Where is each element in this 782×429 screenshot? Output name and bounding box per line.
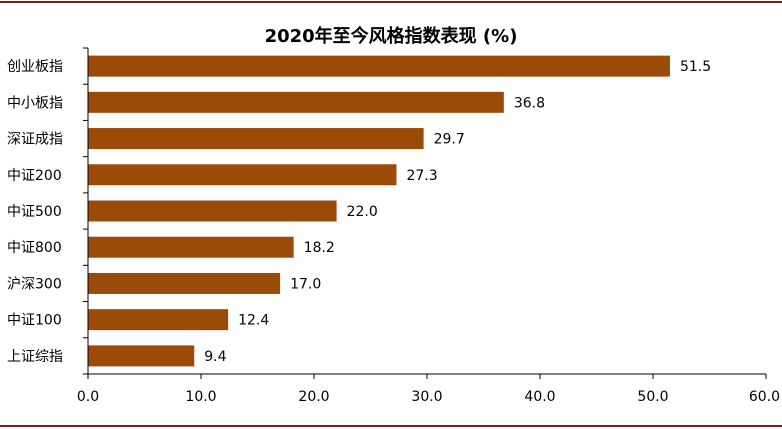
category-label: 上证综指 xyxy=(7,349,63,365)
x-tick-label: 10.0 xyxy=(185,389,216,405)
category-label: 中证200 xyxy=(7,168,62,184)
bar-7 xyxy=(88,272,281,294)
x-tick-label: 40.0 xyxy=(524,389,555,405)
value-label: 18.2 xyxy=(304,240,335,256)
category-label: 中证500 xyxy=(7,204,62,220)
bottom-rule xyxy=(0,425,782,427)
bar-9 xyxy=(88,345,195,367)
bar-6 xyxy=(88,236,294,258)
value-label: 51.5 xyxy=(680,59,711,75)
axes-group: 0.0 10.0 20.0 30.0 40.0 50.0 60.0 xyxy=(77,47,780,405)
value-label: 36.8 xyxy=(514,95,545,111)
bar-3 xyxy=(88,128,424,150)
category-label: 中证800 xyxy=(7,240,62,256)
category-label: 中小板指 xyxy=(7,95,63,111)
x-tick-label: 60.0 xyxy=(749,389,780,405)
category-label: 沪深300 xyxy=(7,276,62,292)
value-label: 12.4 xyxy=(238,313,269,329)
value-label: 27.3 xyxy=(406,168,437,184)
labels-group: 创业板指 51.5 中小板指 36.8 深证成指 29.7 中证200 27.3 中证500 22… xyxy=(7,59,711,365)
x-tick-label: 30.0 xyxy=(411,389,442,405)
category-label: 深证成指 xyxy=(7,132,63,148)
value-label: 29.7 xyxy=(434,132,465,148)
value-label: 22.0 xyxy=(347,204,378,220)
bars-group xyxy=(88,55,670,367)
x-tick-label: 0.0 xyxy=(77,389,99,405)
bar-5 xyxy=(88,200,337,222)
bar-1 xyxy=(88,55,670,77)
chart-title: 2020年至今风格指数表现 (%) xyxy=(264,26,518,47)
bar-8 xyxy=(88,309,229,331)
x-tick-label: 20.0 xyxy=(298,389,329,405)
value-label: 9.4 xyxy=(204,349,226,365)
category-label: 创业板指 xyxy=(7,59,63,75)
value-label: 17.0 xyxy=(290,276,321,292)
category-label: 中证100 xyxy=(7,313,62,329)
top-rule xyxy=(0,1,782,3)
x-tick-label: 50.0 xyxy=(637,389,668,405)
bar-2 xyxy=(88,91,504,113)
bar-4 xyxy=(88,164,397,186)
